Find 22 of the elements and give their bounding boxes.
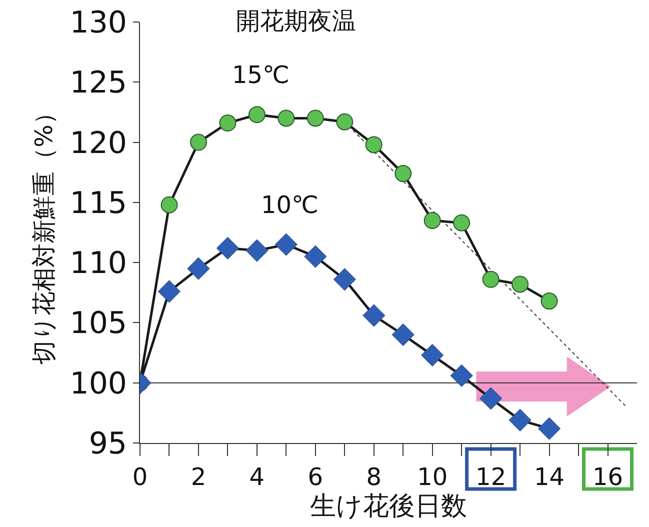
x-axis-title: 生け花後日数 xyxy=(310,492,467,522)
x-tick-label: 4 xyxy=(249,462,265,491)
series-label: 10℃ xyxy=(261,191,318,219)
y-tick-label: 125 xyxy=(70,66,127,101)
x-tick-label: 6 xyxy=(308,462,324,491)
y-tick-label: 130 xyxy=(70,6,127,40)
x-tick-label: 8 xyxy=(366,462,382,491)
y-axis-title: 切り花相対新鮮重（%） xyxy=(30,100,58,364)
x-tick-label: 2 xyxy=(190,462,206,491)
annotation: 開花期夜温 xyxy=(236,7,356,35)
x-tick-label: 14 xyxy=(534,462,565,491)
y-tick-label: 100 xyxy=(70,366,127,402)
x-tick-label: 10 xyxy=(417,462,448,491)
x-tick-label: 12 xyxy=(476,462,506,491)
y-tick-label: 95 xyxy=(88,426,127,462)
y-tick-label: 110 xyxy=(70,246,127,282)
y-tick-label: 120 xyxy=(70,126,127,161)
y-tick-label: 105 xyxy=(70,306,127,342)
y-tick-label: 115 xyxy=(70,186,127,221)
x-tick-label: 0 xyxy=(132,462,148,491)
series-label: 15℃ xyxy=(232,61,290,89)
x-tick-label: 16 xyxy=(592,462,624,491)
